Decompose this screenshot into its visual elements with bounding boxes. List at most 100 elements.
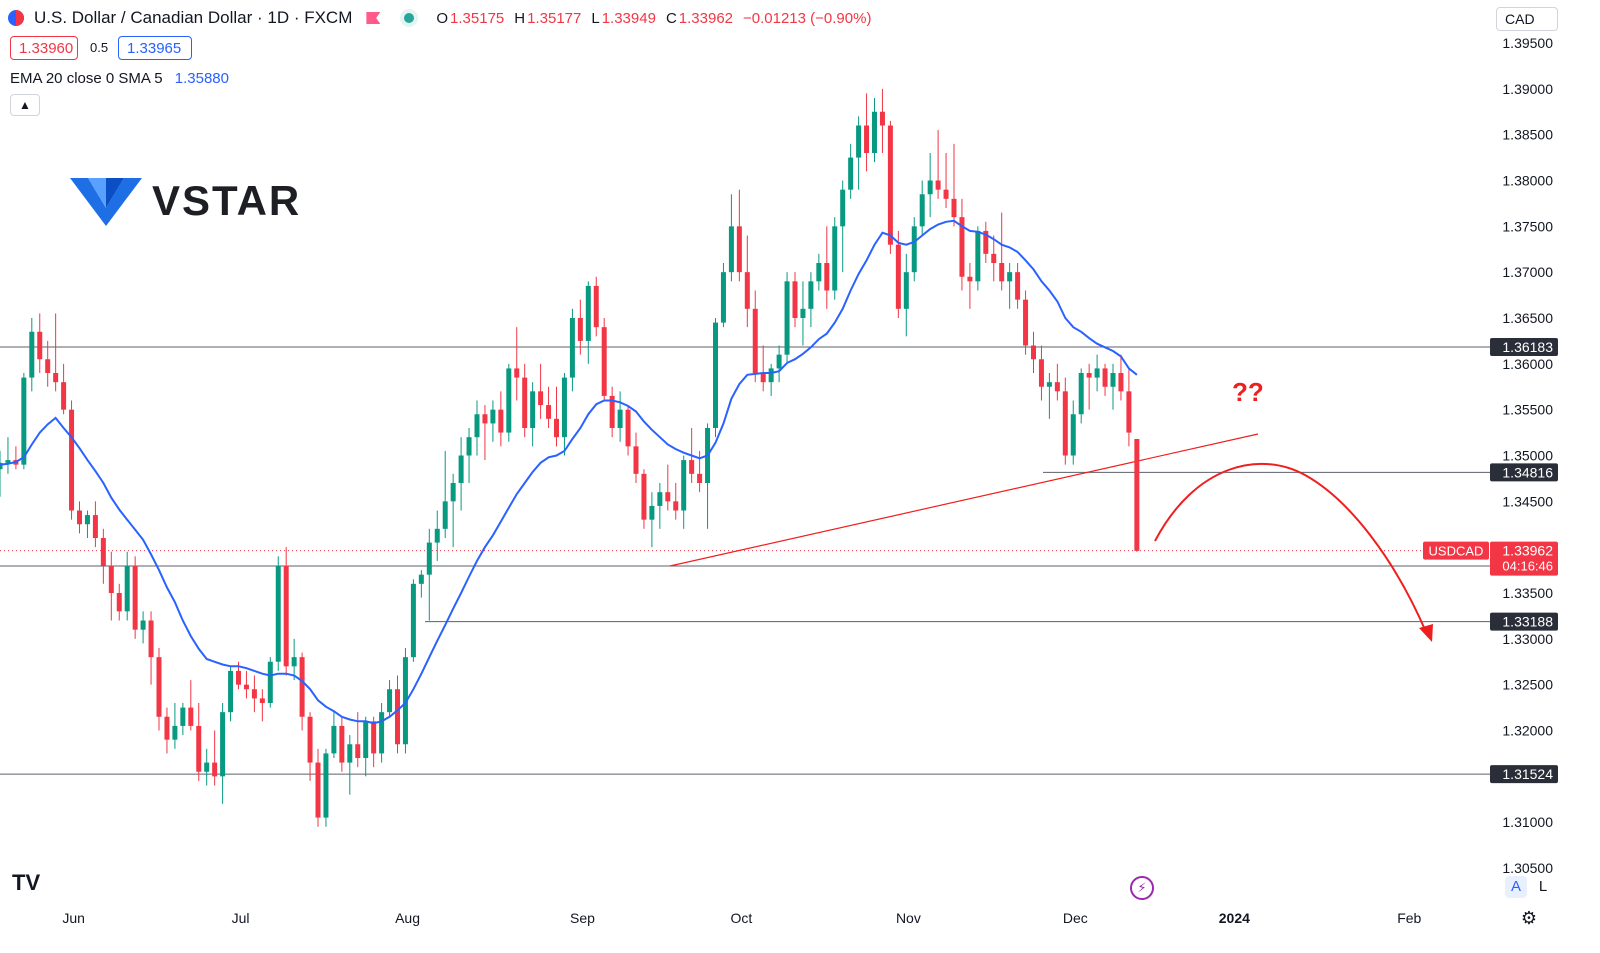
trendline-group — [669, 433, 1259, 567]
candle-body — [69, 409, 75, 511]
candle-body — [999, 263, 1005, 282]
x-tick-label: Jun — [62, 910, 85, 926]
level-label-bg — [1490, 463, 1558, 482]
candle-body — [116, 593, 122, 612]
low-value: 1.33949 — [601, 9, 656, 27]
candle-body — [498, 409, 504, 433]
market-status-icon — [404, 13, 415, 23]
x-tick-label: Jul — [232, 910, 250, 926]
level-labels: 1.361831.348161.337941.331881.31524USDCA… — [1423, 338, 1558, 784]
x-tick-label: Oct — [731, 910, 753, 926]
log-scale-button[interactable]: L — [1538, 878, 1548, 895]
candle-body — [21, 377, 27, 465]
countdown-label: 04:16:46 — [1502, 559, 1553, 574]
candle-body — [323, 753, 329, 818]
candle-body — [53, 373, 59, 383]
buy-button[interactable]: 1.33965 — [118, 36, 192, 60]
candle-body — [418, 574, 424, 584]
candle-body — [673, 501, 679, 511]
candle-body — [458, 455, 464, 483]
projection-curve[interactable] — [1154, 462, 1427, 633]
candle-body — [919, 194, 925, 227]
candle-body — [434, 528, 440, 543]
candle-body — [339, 725, 345, 763]
indicator-legend[interactable]: EMA 20 close 0 SMA 5 1.35880 — [10, 70, 229, 87]
y-tick-label: 1.30500 — [1502, 860, 1553, 876]
candle-body — [856, 125, 862, 158]
candle-body — [713, 322, 718, 428]
candle-body — [1110, 373, 1116, 387]
low-label: L — [591, 9, 600, 27]
candle-body — [665, 492, 671, 502]
level-label: 1.36183 — [1502, 339, 1553, 355]
candle-body — [1031, 345, 1036, 360]
candle-body — [577, 318, 583, 341]
candle-body — [736, 226, 742, 273]
candle-body — [140, 620, 146, 630]
arrow-head-icon — [1419, 624, 1433, 642]
gear-icon[interactable]: ⚙ — [1520, 908, 1538, 928]
candle-body — [991, 253, 997, 263]
y-tick-label: 1.35000 — [1502, 448, 1553, 464]
candle-body — [243, 684, 249, 690]
y-tick-label: 1.32500 — [1502, 677, 1553, 693]
candle-body — [188, 707, 194, 726]
candle-body — [864, 125, 870, 153]
symbol-tag-bg — [1423, 541, 1489, 560]
candle-body — [77, 510, 82, 525]
candle-body — [204, 762, 210, 772]
candle-body — [410, 583, 416, 658]
level-label: 1.33188 — [1502, 614, 1553, 630]
level-label-bg — [1490, 338, 1558, 357]
symbol-tag: USDCAD — [1429, 544, 1484, 559]
indicator-label[interactable]: EMA 20 close 0 SMA 5 — [10, 70, 163, 87]
candle-body — [1007, 272, 1013, 282]
candle-body — [1094, 368, 1100, 378]
currency-selector[interactable]: CAD — [1496, 7, 1558, 31]
candle-body — [474, 414, 480, 438]
candle-body — [1046, 382, 1052, 387]
candle-body — [1054, 382, 1060, 392]
candle-body — [1078, 373, 1084, 415]
y-tick-label: 1.32000 — [1502, 723, 1553, 739]
ema-line[interactable] — [0, 219, 1138, 725]
x-tick-label: Dec — [1063, 910, 1088, 926]
collapse-legend-button[interactable]: ▲ — [10, 94, 40, 116]
currency-pair-icon — [8, 10, 24, 26]
level-label: 1.31524 — [1502, 766, 1553, 782]
candle-body — [617, 409, 623, 428]
lightning-icon[interactable]: ⚡ — [1130, 876, 1154, 900]
candle-body — [180, 707, 186, 726]
candle-body — [943, 189, 949, 199]
x-tick-label: Aug — [395, 910, 420, 926]
y-tick-label: 1.39500 — [1502, 35, 1553, 51]
projection-group: ?? — [1154, 377, 1433, 642]
tradingview-logo[interactable]: TV — [12, 870, 41, 895]
close-value: 1.33962 — [678, 9, 734, 27]
candle-body — [29, 331, 35, 378]
candle-body — [585, 285, 591, 341]
flag-icon[interactable] — [366, 12, 381, 24]
open-label: O — [436, 9, 449, 27]
candle-body — [784, 281, 790, 355]
candle-body — [5, 460, 11, 463]
candle-body — [450, 483, 456, 502]
candle-body — [887, 125, 893, 245]
candle-body — [514, 368, 520, 378]
candle-body — [395, 689, 400, 745]
auto-scale-button[interactable]: A — [1505, 876, 1527, 898]
candle-body — [1070, 414, 1076, 456]
candle-body — [426, 542, 432, 575]
candle-body — [164, 716, 170, 740]
sell-button[interactable]: 1.33960 — [10, 36, 78, 60]
candles-group — [0, 88, 1140, 827]
watermark-text: VSTAR — [152, 177, 302, 224]
x-tick-label: Feb — [1397, 910, 1421, 926]
trendline[interactable] — [669, 433, 1259, 567]
candle-body — [37, 331, 43, 360]
candle-body — [267, 661, 273, 703]
symbol-title[interactable]: U.S. Dollar / Canadian Dollar · 1D · FXC… — [34, 8, 353, 27]
candle-body — [442, 501, 448, 529]
candle-body — [490, 409, 496, 424]
